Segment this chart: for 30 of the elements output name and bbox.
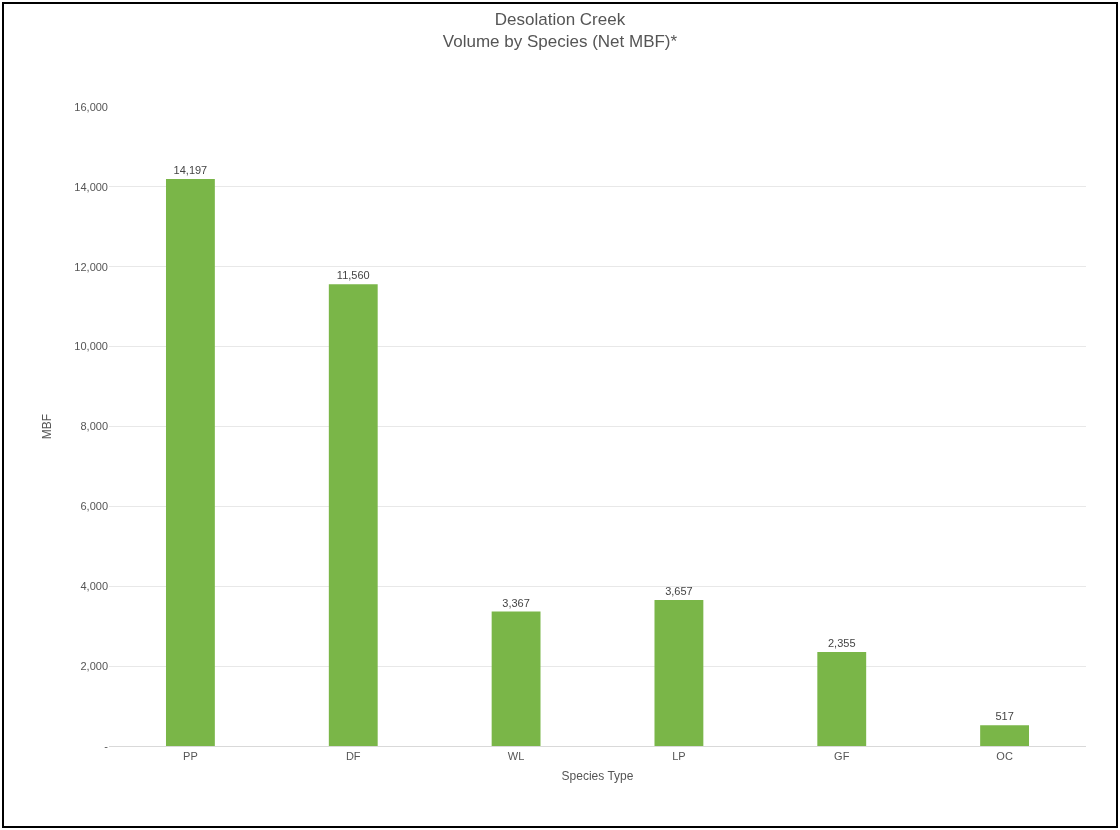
- y-tick-label: 8,000: [80, 420, 108, 433]
- data-label: 3,657: [665, 584, 693, 597]
- y-tick-label: 2,000: [80, 659, 108, 672]
- y-tick-label: 14,000: [74, 180, 108, 193]
- y-axis-title: MBF: [39, 413, 54, 440]
- y-tick-label: 6,000: [80, 500, 108, 513]
- bar: [491, 611, 541, 746]
- y-tick-label: 16,000: [74, 100, 108, 113]
- x-axis-title: Species Type: [561, 769, 634, 784]
- bar: [817, 651, 867, 746]
- x-tick-label: WL: [507, 750, 525, 763]
- x-tick-label: PP: [183, 750, 198, 763]
- chart-title: Desolation Creek Volume by Species (Net MBF)*: [442, 9, 678, 51]
- x-tick-label: DF: [345, 750, 361, 763]
- x-tick-label: LP: [672, 750, 686, 763]
- data-label: 517: [995, 710, 1014, 723]
- bar: [654, 599, 704, 746]
- x-tick-label: OC: [996, 750, 1013, 763]
- x-tick-label: GF: [834, 750, 850, 763]
- bar: [328, 284, 378, 746]
- bar: [980, 725, 1030, 746]
- data-label: 14,197: [173, 164, 208, 177]
- data-label: 3,367: [502, 596, 530, 609]
- data-label: 11,560: [336, 269, 370, 282]
- data-label: 2,355: [827, 636, 856, 649]
- y-tick-label: -: [104, 739, 109, 752]
- y-tick-label: 10,000: [74, 340, 108, 353]
- y-tick-label: 4,000: [80, 580, 108, 593]
- y-tick-label: 12,000: [74, 260, 108, 273]
- bar: [165, 179, 215, 746]
